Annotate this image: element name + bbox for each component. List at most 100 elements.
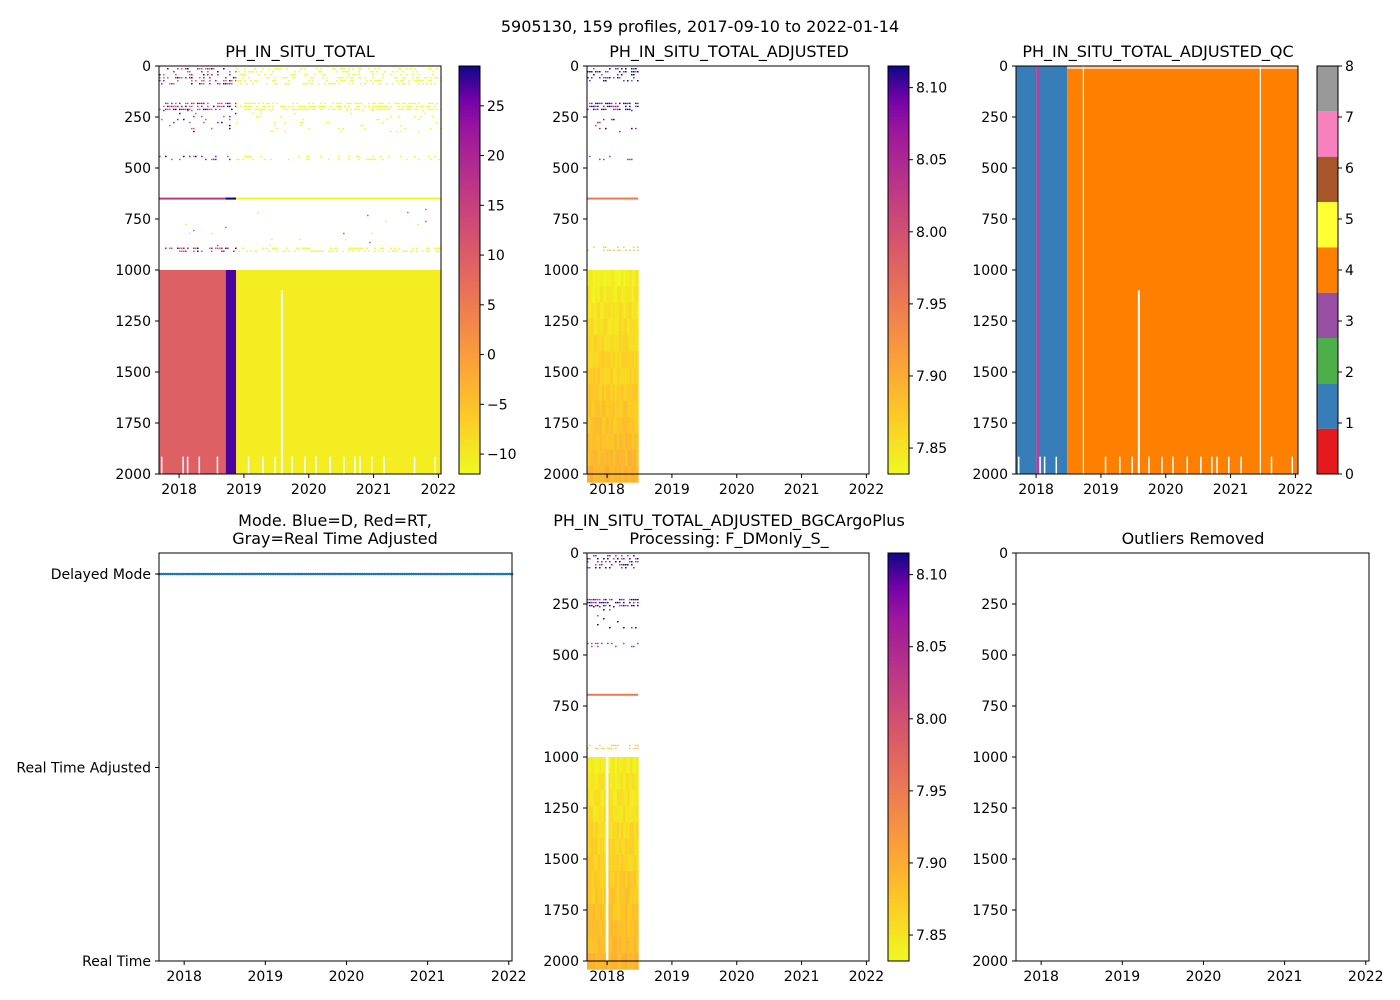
data-cell (175, 108, 177, 111)
data-cell (394, 102, 396, 105)
data-cell (426, 77, 428, 79)
data-cell (254, 102, 256, 105)
data-cell (601, 416, 605, 434)
y-tick-label: 0 (999, 59, 1008, 75)
data-cell (221, 247, 223, 249)
mode-point (490, 572, 494, 576)
data-cell (199, 68, 201, 70)
data-cell (306, 108, 308, 111)
data-cell (398, 108, 400, 111)
mode-point (242, 572, 246, 576)
mode-point (318, 572, 322, 576)
data-cell (233, 77, 235, 79)
mode-point (497, 572, 500, 576)
data-cell (248, 102, 250, 105)
data-cell (380, 105, 382, 108)
data-cell (181, 250, 183, 252)
mode-point (271, 572, 275, 576)
qc-block (1016, 66, 1037, 474)
data-cell (636, 286, 639, 304)
data-cell (587, 286, 590, 304)
data-cell (304, 247, 306, 249)
data-cell (631, 68, 633, 70)
data-cell (629, 335, 633, 353)
data-cell (591, 936, 594, 954)
deep-data-block (159, 270, 226, 474)
data-cell (606, 270, 609, 287)
y-tick-label: 1000 (543, 750, 579, 766)
data-cell (627, 757, 631, 774)
data-cell (601, 805, 605, 823)
mode-point (215, 572, 219, 576)
data-cell (400, 124, 402, 127)
data-cell (589, 155, 591, 158)
data-cell (597, 604, 599, 607)
data-cell (428, 155, 430, 158)
data-cell (636, 854, 639, 872)
data-cell (627, 158, 629, 161)
mode-point (302, 572, 306, 576)
data-cell (223, 105, 225, 108)
y-tick-label: 0 (570, 59, 579, 75)
data-cell (595, 747, 597, 750)
data-cell (636, 822, 639, 840)
data-cell (207, 71, 209, 73)
data-cell (193, 229, 195, 232)
data-cell (358, 77, 360, 79)
data-cell (334, 108, 336, 111)
data-cell (591, 854, 594, 872)
data-cell (604, 400, 607, 418)
data-cell (635, 747, 637, 750)
data-cell (302, 105, 304, 108)
data-cell (614, 302, 618, 320)
data-cell (302, 108, 304, 111)
data-cell (608, 773, 611, 791)
data-cell (183, 155, 185, 158)
data-cell (370, 158, 372, 161)
data-cell (633, 604, 635, 607)
data-cell (402, 105, 404, 108)
missing-profile (329, 456, 331, 474)
data-cell (625, 351, 629, 369)
data-cell (402, 80, 404, 82)
data-cell (607, 77, 609, 79)
data-cell (587, 936, 590, 954)
data-cell (599, 286, 603, 304)
data-cell (169, 108, 171, 111)
data-cell (636, 335, 639, 353)
data-cell (611, 102, 613, 105)
data-cell (593, 286, 597, 304)
data-cell (587, 567, 589, 569)
data-cell (621, 68, 623, 70)
data-cell (587, 318, 590, 336)
data-cell (378, 250, 380, 252)
data-cell (244, 68, 246, 70)
data-cell (595, 567, 597, 569)
data-cell (404, 250, 406, 252)
data-cell (223, 80, 225, 82)
data-cell (593, 335, 597, 353)
data-cell (627, 416, 631, 434)
data-cell (338, 108, 340, 111)
data-cell (348, 83, 350, 85)
data-cell (189, 77, 191, 79)
data-cell (591, 105, 593, 108)
data-cell (167, 77, 169, 79)
data-cell (374, 68, 376, 70)
data-cell (593, 105, 595, 108)
panel-title: PH_IN_SITU_TOTAL_ADJUSTED_QC (1022, 42, 1293, 62)
data-cell (627, 302, 631, 320)
data-cell (288, 158, 290, 161)
data-cell (254, 250, 256, 252)
mode-point (499, 572, 503, 576)
data-cell (633, 400, 637, 418)
data-cell (612, 822, 616, 840)
data-cell (438, 247, 440, 249)
data-cell (595, 887, 599, 905)
data-cell (217, 74, 219, 76)
data-cell (345, 238, 347, 241)
data-cell (597, 384, 601, 402)
data-cell (288, 105, 290, 108)
colorbar-segment (1317, 66, 1338, 112)
